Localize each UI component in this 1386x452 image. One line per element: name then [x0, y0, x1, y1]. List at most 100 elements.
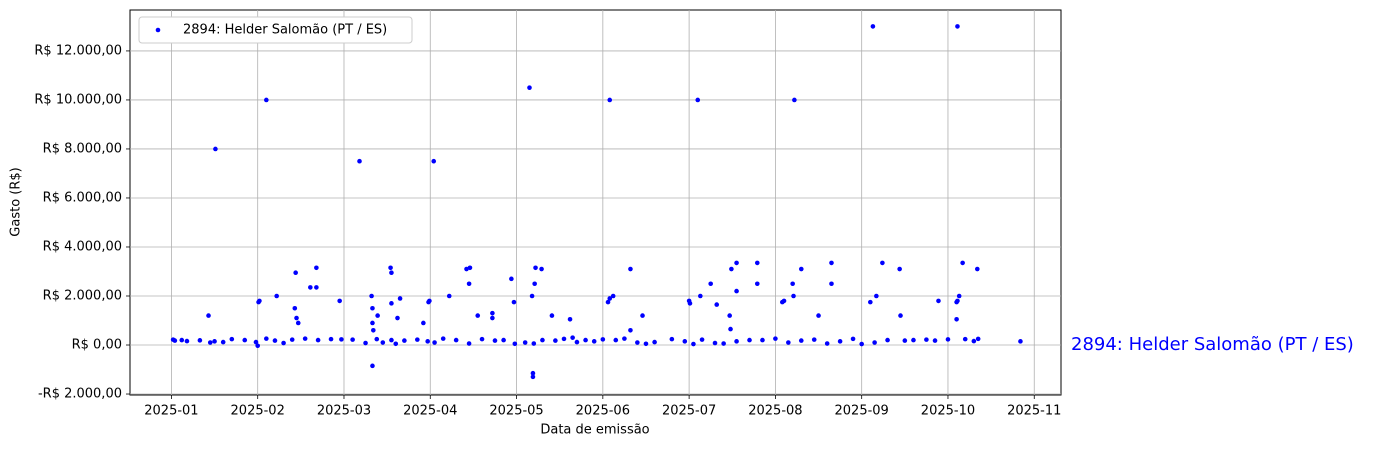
point [600, 337, 606, 342]
grid [130, 10, 1061, 395]
y-tick-label: R$ 2.000,00 [43, 288, 122, 303]
point [734, 260, 739, 266]
point [714, 302, 720, 307]
point [501, 337, 506, 343]
point [870, 24, 876, 29]
point [295, 320, 301, 326]
y-tick-label: R$ 8.000,00 [43, 141, 122, 156]
point [264, 336, 269, 341]
point [220, 339, 226, 345]
point [640, 313, 645, 318]
point [212, 339, 217, 344]
point [375, 313, 380, 318]
point [829, 260, 834, 266]
point [527, 85, 532, 90]
point [213, 146, 218, 152]
point [370, 320, 375, 326]
point [874, 293, 879, 299]
point [786, 340, 791, 345]
point [533, 265, 538, 271]
point [532, 281, 537, 287]
point [363, 340, 368, 346]
point [242, 337, 248, 343]
x-tick-label: 2025-08 [748, 404, 802, 419]
point [652, 339, 657, 345]
point [695, 97, 701, 103]
point [911, 337, 916, 343]
point [427, 298, 432, 304]
point [954, 316, 959, 322]
point [754, 260, 760, 266]
point [792, 97, 797, 103]
point [613, 337, 619, 343]
point [339, 337, 344, 342]
point [962, 336, 968, 342]
point [790, 281, 795, 287]
point [289, 337, 295, 342]
point [955, 298, 960, 304]
point [529, 293, 535, 299]
point [540, 337, 545, 343]
point [897, 266, 902, 272]
y-tick-label: R$ 0,00 [72, 338, 122, 353]
point [315, 337, 321, 343]
point [229, 336, 235, 342]
point [747, 337, 752, 343]
point [1018, 339, 1023, 344]
point [257, 298, 262, 304]
point [960, 260, 965, 266]
point [374, 336, 380, 342]
point [453, 337, 459, 343]
point [824, 341, 830, 346]
point [643, 341, 649, 347]
y-tick-label: -R$ 2.000,00 [38, 387, 122, 402]
point [432, 340, 437, 345]
point [522, 340, 528, 345]
point [467, 265, 473, 271]
point [583, 337, 588, 343]
point [466, 281, 472, 287]
point [754, 281, 760, 287]
point [389, 337, 394, 343]
point [492, 338, 498, 343]
point [669, 336, 675, 342]
point [255, 343, 260, 349]
point [337, 298, 342, 304]
point [798, 266, 804, 272]
point [561, 336, 567, 342]
point [464, 266, 469, 272]
point [357, 158, 362, 164]
x-tick-label: 2025-06 [576, 404, 630, 419]
point [380, 340, 386, 345]
point [955, 24, 960, 29]
point [682, 339, 688, 344]
point [539, 266, 544, 272]
point [687, 301, 693, 306]
point [274, 293, 279, 299]
point [549, 313, 555, 318]
point [389, 270, 394, 276]
x-tick-label: 2025-07 [662, 404, 716, 419]
point [371, 328, 376, 333]
point [388, 265, 393, 271]
point [530, 370, 536, 376]
point [956, 293, 962, 299]
point [628, 266, 633, 272]
point [622, 336, 627, 341]
point [729, 266, 734, 272]
point [314, 265, 319, 271]
y-tick-label: R$ 12.000,00 [34, 43, 122, 58]
point [415, 337, 420, 342]
x-tick-label: 2025-01 [144, 404, 198, 419]
point [975, 336, 981, 342]
point [440, 336, 446, 341]
point [490, 310, 495, 316]
x-tick-label: 2025-02 [231, 404, 285, 419]
point [302, 336, 308, 341]
point [605, 299, 611, 305]
x-axis-label: Data de emissão [540, 423, 649, 438]
point [791, 293, 796, 299]
point [509, 276, 514, 282]
point [708, 281, 713, 287]
point [393, 341, 399, 347]
